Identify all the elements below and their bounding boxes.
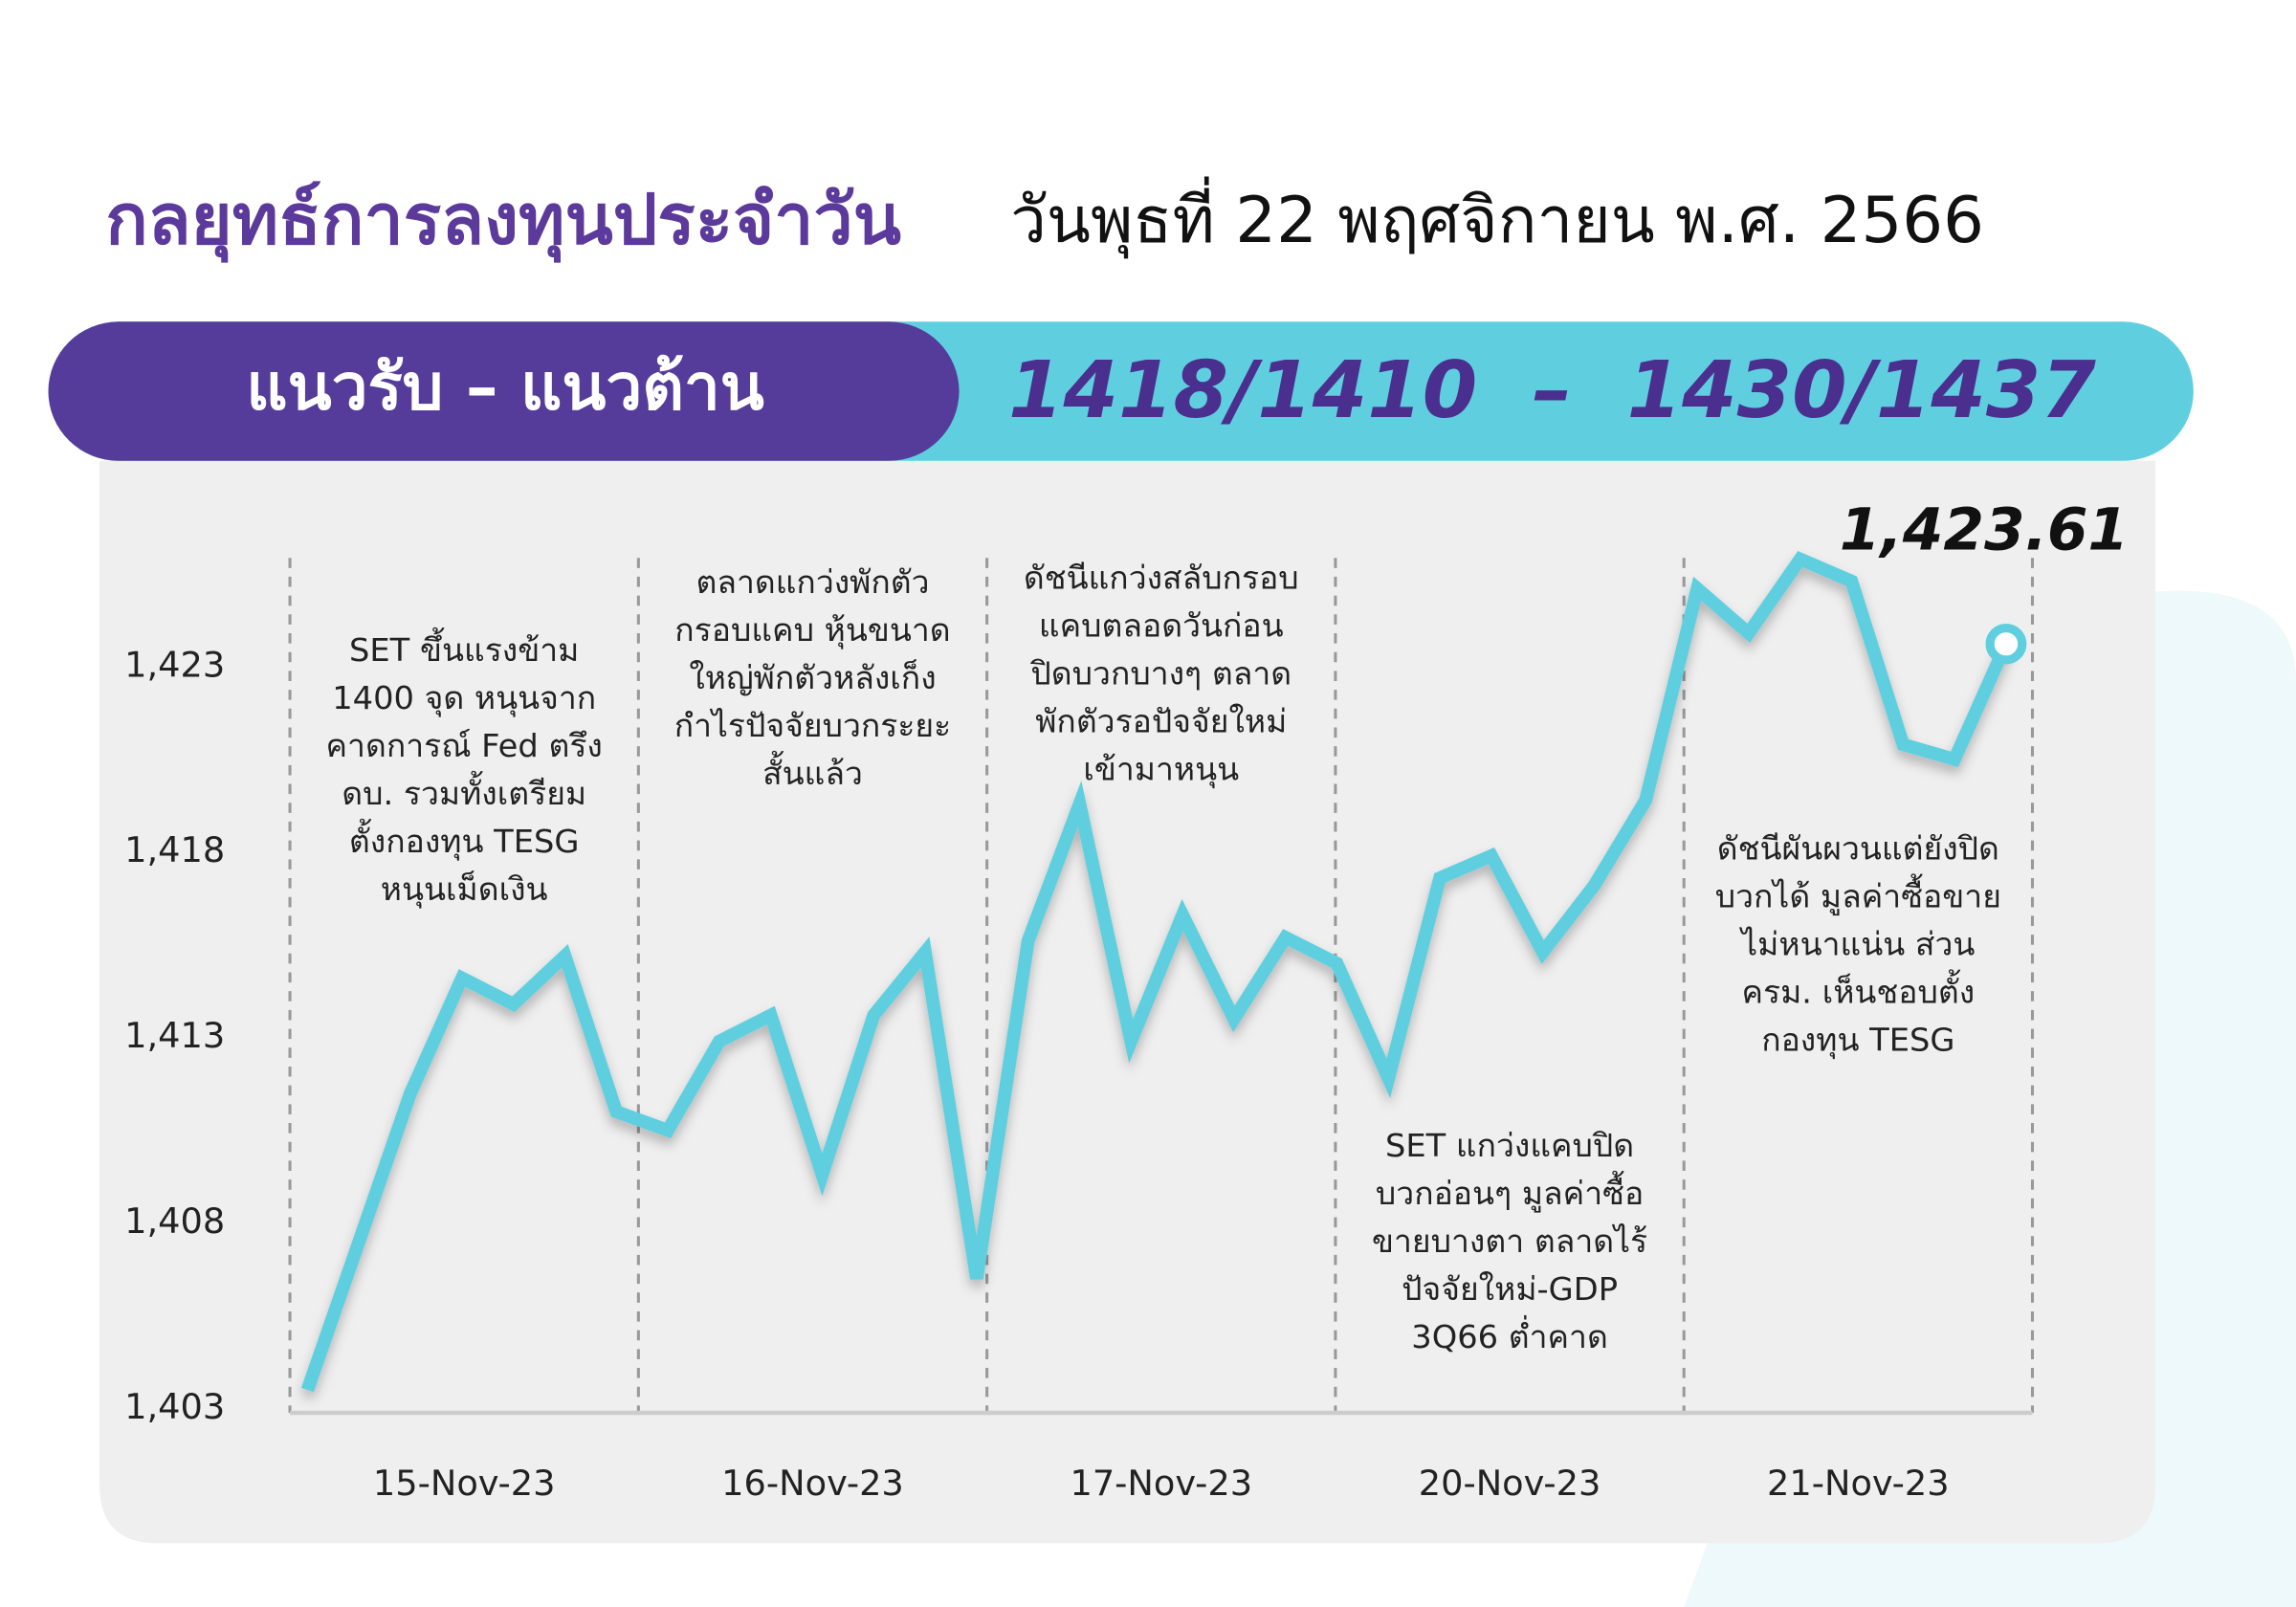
- x-tick-label: 21-Nov-23: [1767, 1463, 1950, 1504]
- y-tick-label: 1,413: [124, 1015, 225, 1056]
- annotation: สั้นแล้ว: [762, 750, 863, 792]
- subtitle: วันพุธที่ 22 พฤศจิกายน พ.ศ. 2566: [1010, 177, 1984, 260]
- annotation: ดบ. รวมทั้งเตรียม: [342, 770, 586, 812]
- annotation: คาดการณ์ Fed ตรึง: [326, 727, 603, 764]
- annotation: ขายบางตา ตลาดไร้: [1372, 1222, 1647, 1260]
- annotation: ดัชนีแกว่งสลับกรอบ: [1024, 560, 1299, 597]
- y-tick-label: 1,423: [124, 644, 225, 685]
- annotation: SET ขึ้นแรงข้าม: [349, 627, 579, 669]
- annotation: SET แกว่งแคบปิด: [1385, 1127, 1634, 1164]
- annotation: ครม. เห็นชอบตั้ง: [1741, 969, 1975, 1011]
- title: กลยุทธ์การลงทุนประจำวัน: [105, 180, 901, 264]
- x-tick-label: 17-Nov-23: [1070, 1463, 1252, 1504]
- annotation: ใหญ่พักตัวหลังเก็ง: [689, 658, 936, 696]
- annotation: แคบตลอดวันก่อน: [1039, 607, 1284, 645]
- annotation: ตลาดแกว่งพักตัว: [695, 563, 929, 601]
- banner-label-box: [48, 321, 960, 461]
- y-tick-label: 1,403: [124, 1386, 225, 1427]
- x-tick-label: 20-Nov-23: [1419, 1463, 1601, 1504]
- annotation: ปัจจัยใหม่-GDP: [1402, 1270, 1618, 1308]
- line: [300, 550, 2013, 1393]
- annotation: บวกได้ มูลค่าซื้อขาย: [1715, 873, 2001, 916]
- annotation: กำไรปัจจัยบวกระยะ: [674, 707, 952, 744]
- annotation: บวกอ่อนๆ มูลค่าซื้อ: [1376, 1170, 1644, 1213]
- x-tick-label: 16-Nov-23: [721, 1463, 904, 1504]
- y-tick-label: 1,418: [124, 829, 225, 870]
- annotation: ไม่หนาแน่น ส่วน: [1738, 926, 1975, 963]
- y-tick-label: 1,408: [124, 1200, 225, 1242]
- annotation: ตั้งกองทุน TESG: [349, 818, 580, 861]
- annotation: พักตัวรอปัจจัยใหม่: [1035, 703, 1287, 740]
- banner-values: 1418/1410 – 1430/1437: [1008, 345, 2097, 436]
- annotation: 3Q66 ต่ำคาด: [1411, 1314, 1608, 1355]
- end-point: [1985, 623, 2027, 665]
- x-tick-label: 15-Nov-23: [373, 1463, 556, 1504]
- annotation: กองทุน TESG: [1761, 1022, 1954, 1060]
- value-label: 1,423.61: [1840, 496, 2129, 564]
- annotation: เข้ามาหนุน: [1083, 751, 1239, 789]
- annotation: ปิดบวกบางๆ ตลาด: [1029, 655, 1292, 693]
- annotation: 1400 จุด หนุนจาก: [332, 679, 596, 717]
- annotation: ดัชนีผันผวนแต่ยังปิด: [1717, 830, 1999, 868]
- annotation: หนุนเม็ดเงิน: [381, 870, 548, 909]
- banner-label: แนวรับ – แนวต้าน: [246, 350, 764, 425]
- annotation: กรอบแคบ หุ้นขนาด: [674, 611, 950, 649]
